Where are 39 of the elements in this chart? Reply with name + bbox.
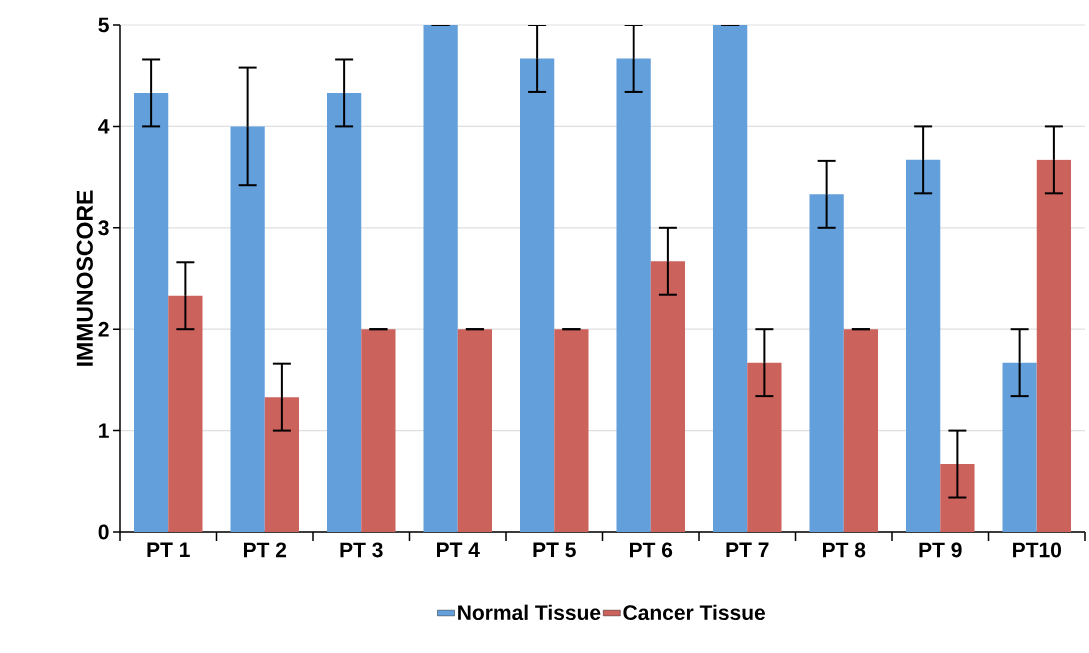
bar xyxy=(616,58,651,532)
y-tick-label: 5 xyxy=(98,17,109,33)
x-tick-label: PT10 xyxy=(1013,542,1061,558)
bar xyxy=(327,92,362,532)
x-tick-label: PT 5 xyxy=(533,542,576,558)
bar xyxy=(133,92,169,532)
bar xyxy=(457,329,493,532)
y-tick-label: 1 xyxy=(99,423,109,438)
bar xyxy=(747,362,782,532)
bar xyxy=(264,397,300,532)
bar xyxy=(554,329,589,532)
x-tick-label: PT 8 xyxy=(822,542,866,558)
bar xyxy=(713,25,748,532)
x-tick-label: PT 2 xyxy=(243,542,287,558)
bar xyxy=(1036,159,1072,532)
bar xyxy=(361,329,396,532)
bar xyxy=(940,464,975,532)
bar xyxy=(423,25,458,532)
y-tick-label: 3 xyxy=(98,220,109,236)
bar xyxy=(809,194,844,532)
bar xyxy=(168,295,203,532)
y-tick-label: 0 xyxy=(98,524,109,540)
bar xyxy=(906,159,941,532)
bar xyxy=(1002,362,1037,532)
y-tick-label: 4 xyxy=(98,119,110,134)
x-tick-label: PT 6 xyxy=(629,542,673,558)
legend-label: Normal Tissue xyxy=(458,604,601,621)
x-tick-label: PT 7 xyxy=(726,542,769,557)
x-tick-label: PT 9 xyxy=(919,542,962,558)
y-tick-label: 2 xyxy=(98,321,109,337)
x-tick-label: PT 4 xyxy=(436,542,480,557)
bar xyxy=(230,126,265,532)
y-axis-title: IMMUNOSCORE xyxy=(76,190,93,366)
bar xyxy=(843,329,879,532)
bar xyxy=(650,261,686,532)
bar xyxy=(520,58,555,532)
legend-label: Cancer Tissue xyxy=(623,604,766,621)
x-tick-label: PT 1 xyxy=(147,542,190,557)
x-tick-label: PT 3 xyxy=(340,542,383,558)
